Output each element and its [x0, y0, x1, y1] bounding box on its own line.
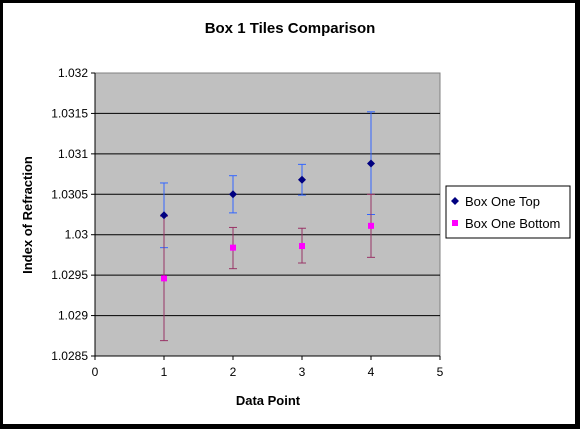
legend-marker-box-one-top	[451, 197, 459, 205]
y-tick-label: 1.032	[58, 66, 88, 80]
plot-background	[94, 72, 441, 357]
y-axis-label: Index of Refraction	[20, 156, 35, 274]
x-axis-label: Data Point	[236, 393, 301, 408]
box-one-bottom-point	[230, 244, 236, 251]
x-tick-label: 0	[92, 365, 99, 379]
legend: Box One Top Box One Bottom	[445, 185, 571, 239]
plot-area: 1.0285 1.029 1.0295 1.03 1.0305 1.031 1.0315 1.…	[51, 66, 443, 379]
y-tick-label: 1.029	[58, 309, 88, 323]
box-one-top-point	[160, 211, 168, 220]
x-tick-label: 3	[299, 365, 306, 379]
box-one-bottom-point	[299, 243, 305, 250]
y-tick-label: 1.0305	[51, 187, 88, 201]
box-one-top-point	[229, 190, 237, 199]
y-tick-label: 1.0315	[51, 106, 88, 120]
box-one-top-point	[367, 159, 375, 168]
y-tick-label: 1.0295	[51, 268, 88, 282]
box-one-bottom-point	[368, 222, 374, 229]
y-tick-label: 1.031	[58, 147, 88, 161]
box-one-bottom-point	[161, 275, 167, 282]
x-tick-label: 2	[230, 365, 237, 379]
x-tick-label: 1	[161, 365, 168, 379]
chart-title: Box 1 Tiles Comparison	[205, 20, 376, 37]
legend-box	[445, 185, 571, 239]
x-tick-label: 4	[368, 365, 375, 379]
legend-label-box-one-top: Box One Top	[465, 194, 540, 209]
x-tick-label: 5	[437, 365, 444, 379]
legend-marker-box-one-bottom	[452, 220, 458, 226]
y-tick-label: 1.0285	[51, 349, 88, 363]
box-one-top-point	[298, 175, 306, 184]
y-tick-label: 1.03	[65, 228, 89, 242]
legend-label-box-one-bottom: Box One Bottom	[465, 216, 560, 231]
